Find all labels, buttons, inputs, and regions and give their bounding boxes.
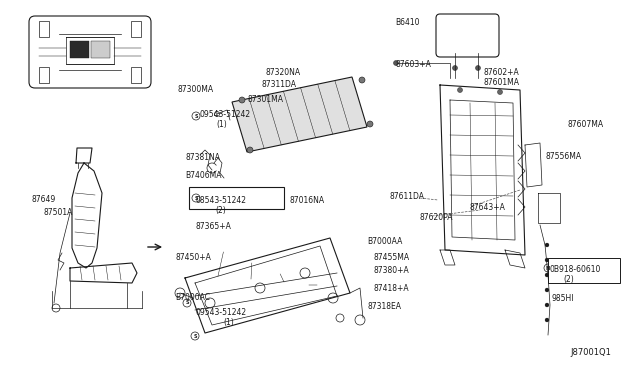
Circle shape <box>545 243 549 247</box>
Bar <box>548 258 620 283</box>
Text: 87380+A: 87380+A <box>373 266 409 275</box>
Text: 87016NA: 87016NA <box>289 196 324 205</box>
Text: S: S <box>185 301 189 305</box>
Text: 87620PA: 87620PA <box>420 213 454 222</box>
Text: (2): (2) <box>563 275 573 284</box>
Text: 87365+A: 87365+A <box>196 222 232 231</box>
Text: 87607MA: 87607MA <box>567 120 603 129</box>
Text: 87455MA: 87455MA <box>373 253 409 262</box>
Circle shape <box>458 87 463 93</box>
Circle shape <box>545 288 549 292</box>
Text: 985HI: 985HI <box>551 294 573 303</box>
Text: 0B918-60610: 0B918-60610 <box>549 265 600 274</box>
FancyBboxPatch shape <box>436 14 499 57</box>
Circle shape <box>545 258 549 262</box>
Text: 87602+A: 87602+A <box>484 68 520 77</box>
Text: (1): (1) <box>223 318 234 327</box>
Text: 08543-51242: 08543-51242 <box>196 196 247 205</box>
Text: 87318EA: 87318EA <box>367 302 401 311</box>
Bar <box>39 21 49 37</box>
Bar <box>39 67 49 83</box>
Text: S: S <box>195 196 198 201</box>
Circle shape <box>394 61 399 65</box>
Circle shape <box>359 77 365 83</box>
Text: S: S <box>193 334 196 339</box>
Circle shape <box>367 121 373 127</box>
Polygon shape <box>232 77 367 152</box>
Text: 87556MA: 87556MA <box>545 152 581 161</box>
Text: 87603+A: 87603+A <box>395 60 431 69</box>
Text: 87649: 87649 <box>32 195 56 204</box>
Text: 87611DA: 87611DA <box>390 192 425 201</box>
Circle shape <box>247 147 253 153</box>
Text: J87001Q1: J87001Q1 <box>570 348 611 357</box>
Text: 87418+A: 87418+A <box>373 284 408 293</box>
FancyBboxPatch shape <box>29 16 151 88</box>
Circle shape <box>545 318 549 322</box>
Circle shape <box>545 303 549 307</box>
Text: (2): (2) <box>215 206 226 215</box>
Bar <box>189 187 284 209</box>
Text: 87311DA: 87311DA <box>261 80 296 89</box>
Bar <box>131 21 141 37</box>
Bar <box>70 41 89 58</box>
Text: (1): (1) <box>216 120 227 129</box>
Text: B6410: B6410 <box>395 18 419 27</box>
Bar <box>91 41 110 58</box>
Bar <box>131 67 141 83</box>
Text: 87601MA: 87601MA <box>484 78 520 87</box>
Text: 87301MA: 87301MA <box>247 95 283 104</box>
Circle shape <box>239 97 245 103</box>
Circle shape <box>497 90 502 94</box>
Text: N: N <box>546 266 550 270</box>
Text: 87643+A: 87643+A <box>470 203 506 212</box>
Circle shape <box>476 65 481 71</box>
Text: 87300MA: 87300MA <box>178 85 214 94</box>
Text: 87501A: 87501A <box>44 208 74 217</box>
Text: S: S <box>195 113 198 119</box>
Text: 09543-51242: 09543-51242 <box>199 110 250 119</box>
Text: 87320NA: 87320NA <box>265 68 300 77</box>
Text: B7406MA: B7406MA <box>185 171 221 180</box>
Circle shape <box>545 273 549 277</box>
Text: B7000AC: B7000AC <box>175 293 210 302</box>
Text: 87450+A: 87450+A <box>175 253 211 262</box>
Circle shape <box>452 65 458 71</box>
Text: 87381NA: 87381NA <box>185 153 220 162</box>
Text: B7000AA: B7000AA <box>367 237 403 246</box>
Text: 09543-51242: 09543-51242 <box>196 308 247 317</box>
